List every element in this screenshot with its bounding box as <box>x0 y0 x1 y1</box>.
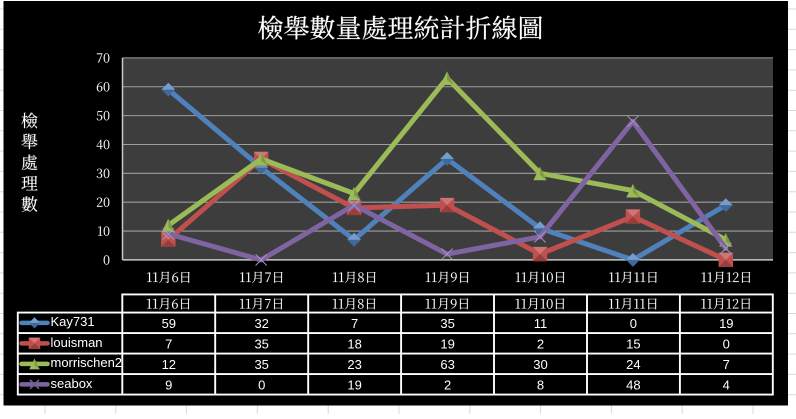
svg-text:Kay731: Kay731 <box>51 314 95 329</box>
svg-text:59: 59 <box>162 316 176 331</box>
svg-text:19: 19 <box>347 377 361 392</box>
svg-text:2: 2 <box>444 377 451 392</box>
svg-text:2: 2 <box>537 336 544 351</box>
svg-text:louisman: louisman <box>51 335 103 350</box>
svg-text:19: 19 <box>719 316 733 331</box>
svg-text:8: 8 <box>537 377 544 392</box>
svg-text:4: 4 <box>723 377 730 392</box>
svg-text:15: 15 <box>626 336 640 351</box>
svg-text:7: 7 <box>165 336 172 351</box>
svg-text:35: 35 <box>254 336 268 351</box>
svg-text:23: 23 <box>347 357 361 372</box>
svg-text:0: 0 <box>630 316 637 331</box>
svg-text:19: 19 <box>440 336 454 351</box>
svg-text:0: 0 <box>258 377 265 392</box>
svg-text:12: 12 <box>162 357 176 372</box>
svg-text:30: 30 <box>533 357 547 372</box>
svg-text:24: 24 <box>626 357 640 372</box>
svg-text:35: 35 <box>254 357 268 372</box>
svg-text:48: 48 <box>626 377 640 392</box>
svg-text:18: 18 <box>347 336 361 351</box>
svg-text:0: 0 <box>723 336 730 351</box>
svg-text:9: 9 <box>165 377 172 392</box>
svg-text:7: 7 <box>351 316 358 331</box>
svg-text:11: 11 <box>534 316 548 331</box>
svg-text:35: 35 <box>440 316 454 331</box>
svg-text:63: 63 <box>440 357 454 372</box>
svg-text:seabox: seabox <box>51 376 93 391</box>
svg-text:7: 7 <box>723 357 730 372</box>
svg-text:morrischen2: morrischen2 <box>51 355 123 370</box>
svg-text:32: 32 <box>254 316 268 331</box>
